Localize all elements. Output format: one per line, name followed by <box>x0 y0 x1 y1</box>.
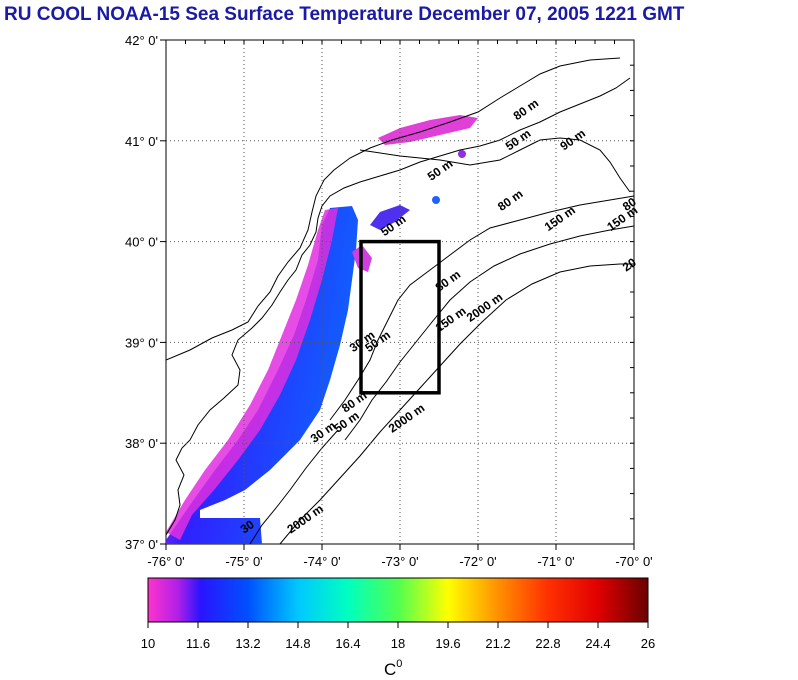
coastline <box>166 77 631 536</box>
colorbar-tick-label: 26 <box>641 636 655 651</box>
colorbar <box>147 577 649 623</box>
contour-50m <box>359 137 631 193</box>
colorbar-tick-label: 14.8 <box>285 636 310 651</box>
y-tick-label: 41° 0' <box>125 134 158 149</box>
coastline-inland <box>166 57 621 361</box>
colorbar-tick-label: 18 <box>391 636 405 651</box>
y-tick-label: 39° 0' <box>125 335 158 350</box>
y-tick-label: 38° 0' <box>125 436 158 451</box>
y-tick-label: 40° 0' <box>125 235 158 250</box>
colorbar-ticks: 10 11.6 13.2 14.8 16.4 18 19.6 21.2 22.8 24.4 26 <box>141 622 655 651</box>
sst-patch-dot <box>458 150 466 158</box>
x-tick-label: -72° 0' <box>459 554 496 569</box>
x-tick-label: -71° 0' <box>537 554 574 569</box>
contour-80m <box>329 195 634 421</box>
colorbar-tick-label: 11.6 <box>186 636 210 651</box>
x-tick-label: -76° 0' <box>147 554 184 569</box>
y-axis: 37° 0' 38° 0' 39° 0' 40° 0' 41° 0' 42° 0' <box>125 33 634 552</box>
y-tick-label: 42° 0' <box>125 33 158 48</box>
colorbar-tick-label: 19.6 <box>435 636 460 651</box>
x-tick-label: -74° 0' <box>303 554 340 569</box>
colorbar-tick-label: 22.8 <box>535 636 560 651</box>
x-tick-label: -73° 0' <box>381 554 418 569</box>
colorbar-tick-label: 10 <box>141 636 155 651</box>
y-tick-label: 37° 0' <box>125 537 158 552</box>
x-tick-label: -75° 0' <box>225 554 262 569</box>
sst-patch-north <box>378 115 478 145</box>
chart-title: RU COOL NOAA-15 Sea Surface Temperature … <box>4 4 685 25</box>
colorbar-label: C0 <box>384 658 402 679</box>
x-axis: -76° 0' -75° 0' -74° 0' -73° 0' -72° 0' -71° … <box>147 40 653 569</box>
sst-coastal-band <box>166 208 338 540</box>
sst-patch-dot2 <box>432 196 440 204</box>
sst-patch-ny <box>370 205 410 230</box>
colorbar-tick-label: 16.4 <box>335 636 360 651</box>
study-area-box <box>359 239 441 395</box>
grid <box>166 40 634 544</box>
colorbar-tick-label: 21.2 <box>485 636 510 651</box>
colorbar-tick-label: 24.4 <box>585 636 610 651</box>
colorbar-tick-label: 13.2 <box>235 636 260 651</box>
x-tick-label: -70° 0' <box>615 554 652 569</box>
